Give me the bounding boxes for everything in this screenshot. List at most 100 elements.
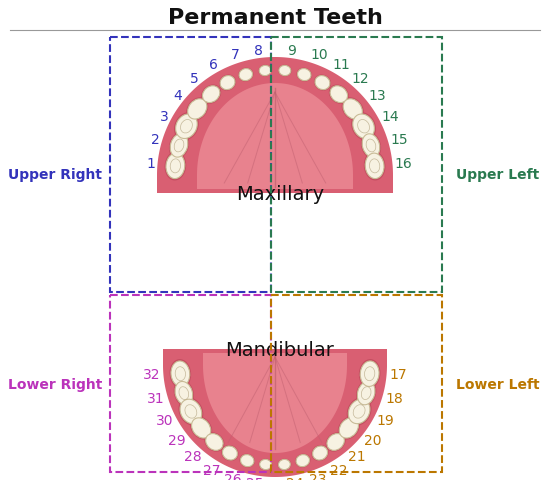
- Ellipse shape: [205, 432, 224, 452]
- Ellipse shape: [278, 458, 291, 470]
- Ellipse shape: [315, 75, 330, 90]
- Bar: [110, 37, 271, 292]
- Text: 6: 6: [209, 58, 218, 72]
- Ellipse shape: [178, 397, 204, 425]
- Ellipse shape: [358, 382, 375, 405]
- Text: 30: 30: [156, 414, 173, 428]
- Ellipse shape: [186, 97, 208, 120]
- Polygon shape: [157, 57, 393, 193]
- Text: 28: 28: [184, 450, 202, 464]
- Ellipse shape: [356, 380, 376, 407]
- Ellipse shape: [348, 399, 370, 424]
- Text: Upper Left: Upper Left: [456, 168, 540, 182]
- Ellipse shape: [295, 454, 311, 468]
- Ellipse shape: [220, 75, 235, 90]
- Text: 21: 21: [348, 450, 366, 464]
- Ellipse shape: [329, 84, 349, 104]
- Ellipse shape: [298, 69, 311, 81]
- Ellipse shape: [279, 65, 291, 76]
- Ellipse shape: [170, 134, 188, 157]
- Ellipse shape: [312, 446, 328, 460]
- Text: 31: 31: [147, 392, 164, 406]
- Ellipse shape: [174, 380, 194, 407]
- Text: 7: 7: [231, 48, 240, 62]
- Text: 25: 25: [246, 478, 263, 480]
- Ellipse shape: [201, 84, 221, 104]
- Ellipse shape: [353, 114, 375, 139]
- Ellipse shape: [343, 99, 362, 119]
- Bar: [271, 295, 442, 472]
- Text: Mandibular: Mandibular: [226, 340, 334, 360]
- Ellipse shape: [190, 416, 212, 440]
- Ellipse shape: [175, 114, 197, 139]
- Text: Upper Right: Upper Right: [8, 168, 102, 182]
- Ellipse shape: [202, 86, 220, 103]
- Text: 1: 1: [147, 157, 156, 171]
- Ellipse shape: [296, 455, 310, 467]
- Text: 13: 13: [368, 89, 386, 103]
- Ellipse shape: [206, 433, 223, 450]
- Ellipse shape: [174, 112, 199, 140]
- Ellipse shape: [365, 153, 384, 179]
- Ellipse shape: [259, 65, 271, 76]
- Ellipse shape: [221, 445, 239, 461]
- Ellipse shape: [164, 151, 186, 180]
- Ellipse shape: [359, 359, 381, 388]
- Ellipse shape: [364, 151, 386, 180]
- Ellipse shape: [239, 454, 255, 468]
- Ellipse shape: [219, 74, 236, 91]
- Text: 9: 9: [287, 44, 296, 58]
- Text: 23: 23: [309, 473, 326, 480]
- Ellipse shape: [327, 433, 344, 450]
- Polygon shape: [197, 83, 353, 189]
- Ellipse shape: [314, 74, 331, 91]
- Text: 20: 20: [364, 433, 382, 447]
- Ellipse shape: [166, 153, 185, 179]
- Ellipse shape: [330, 86, 348, 103]
- Ellipse shape: [258, 65, 272, 76]
- Ellipse shape: [296, 68, 312, 82]
- Ellipse shape: [278, 65, 292, 76]
- Bar: [110, 295, 271, 472]
- Ellipse shape: [351, 112, 376, 140]
- Text: Lower Left: Lower Left: [456, 378, 540, 392]
- Ellipse shape: [175, 382, 192, 405]
- Ellipse shape: [171, 361, 190, 386]
- Text: 17: 17: [389, 369, 407, 383]
- Text: 22: 22: [329, 464, 347, 478]
- Ellipse shape: [240, 455, 254, 467]
- Ellipse shape: [169, 359, 191, 388]
- Text: Lower Right: Lower Right: [8, 378, 102, 392]
- Text: 2: 2: [151, 133, 160, 147]
- Ellipse shape: [361, 132, 381, 159]
- Text: 3: 3: [160, 110, 169, 124]
- Text: 10: 10: [310, 48, 328, 62]
- Ellipse shape: [360, 361, 379, 386]
- Ellipse shape: [191, 418, 211, 438]
- Text: 29: 29: [168, 433, 186, 447]
- Ellipse shape: [222, 446, 238, 460]
- Text: Maxillary: Maxillary: [236, 185, 324, 204]
- Text: 24: 24: [287, 478, 304, 480]
- Ellipse shape: [362, 134, 380, 157]
- Ellipse shape: [169, 132, 189, 159]
- Text: 4: 4: [173, 89, 182, 103]
- Ellipse shape: [311, 445, 329, 461]
- Ellipse shape: [238, 68, 254, 82]
- Ellipse shape: [278, 459, 290, 469]
- Text: 16: 16: [394, 157, 412, 171]
- Text: 5: 5: [190, 72, 199, 86]
- Polygon shape: [163, 349, 387, 477]
- Text: 12: 12: [351, 72, 369, 86]
- Bar: [271, 37, 442, 292]
- Ellipse shape: [188, 99, 207, 119]
- Ellipse shape: [259, 458, 272, 470]
- Text: 8: 8: [254, 44, 263, 58]
- Text: 27: 27: [203, 464, 221, 478]
- Ellipse shape: [326, 432, 345, 452]
- Polygon shape: [203, 353, 347, 453]
- Ellipse shape: [180, 399, 202, 424]
- Ellipse shape: [346, 397, 372, 425]
- Ellipse shape: [338, 416, 360, 440]
- Ellipse shape: [339, 418, 359, 438]
